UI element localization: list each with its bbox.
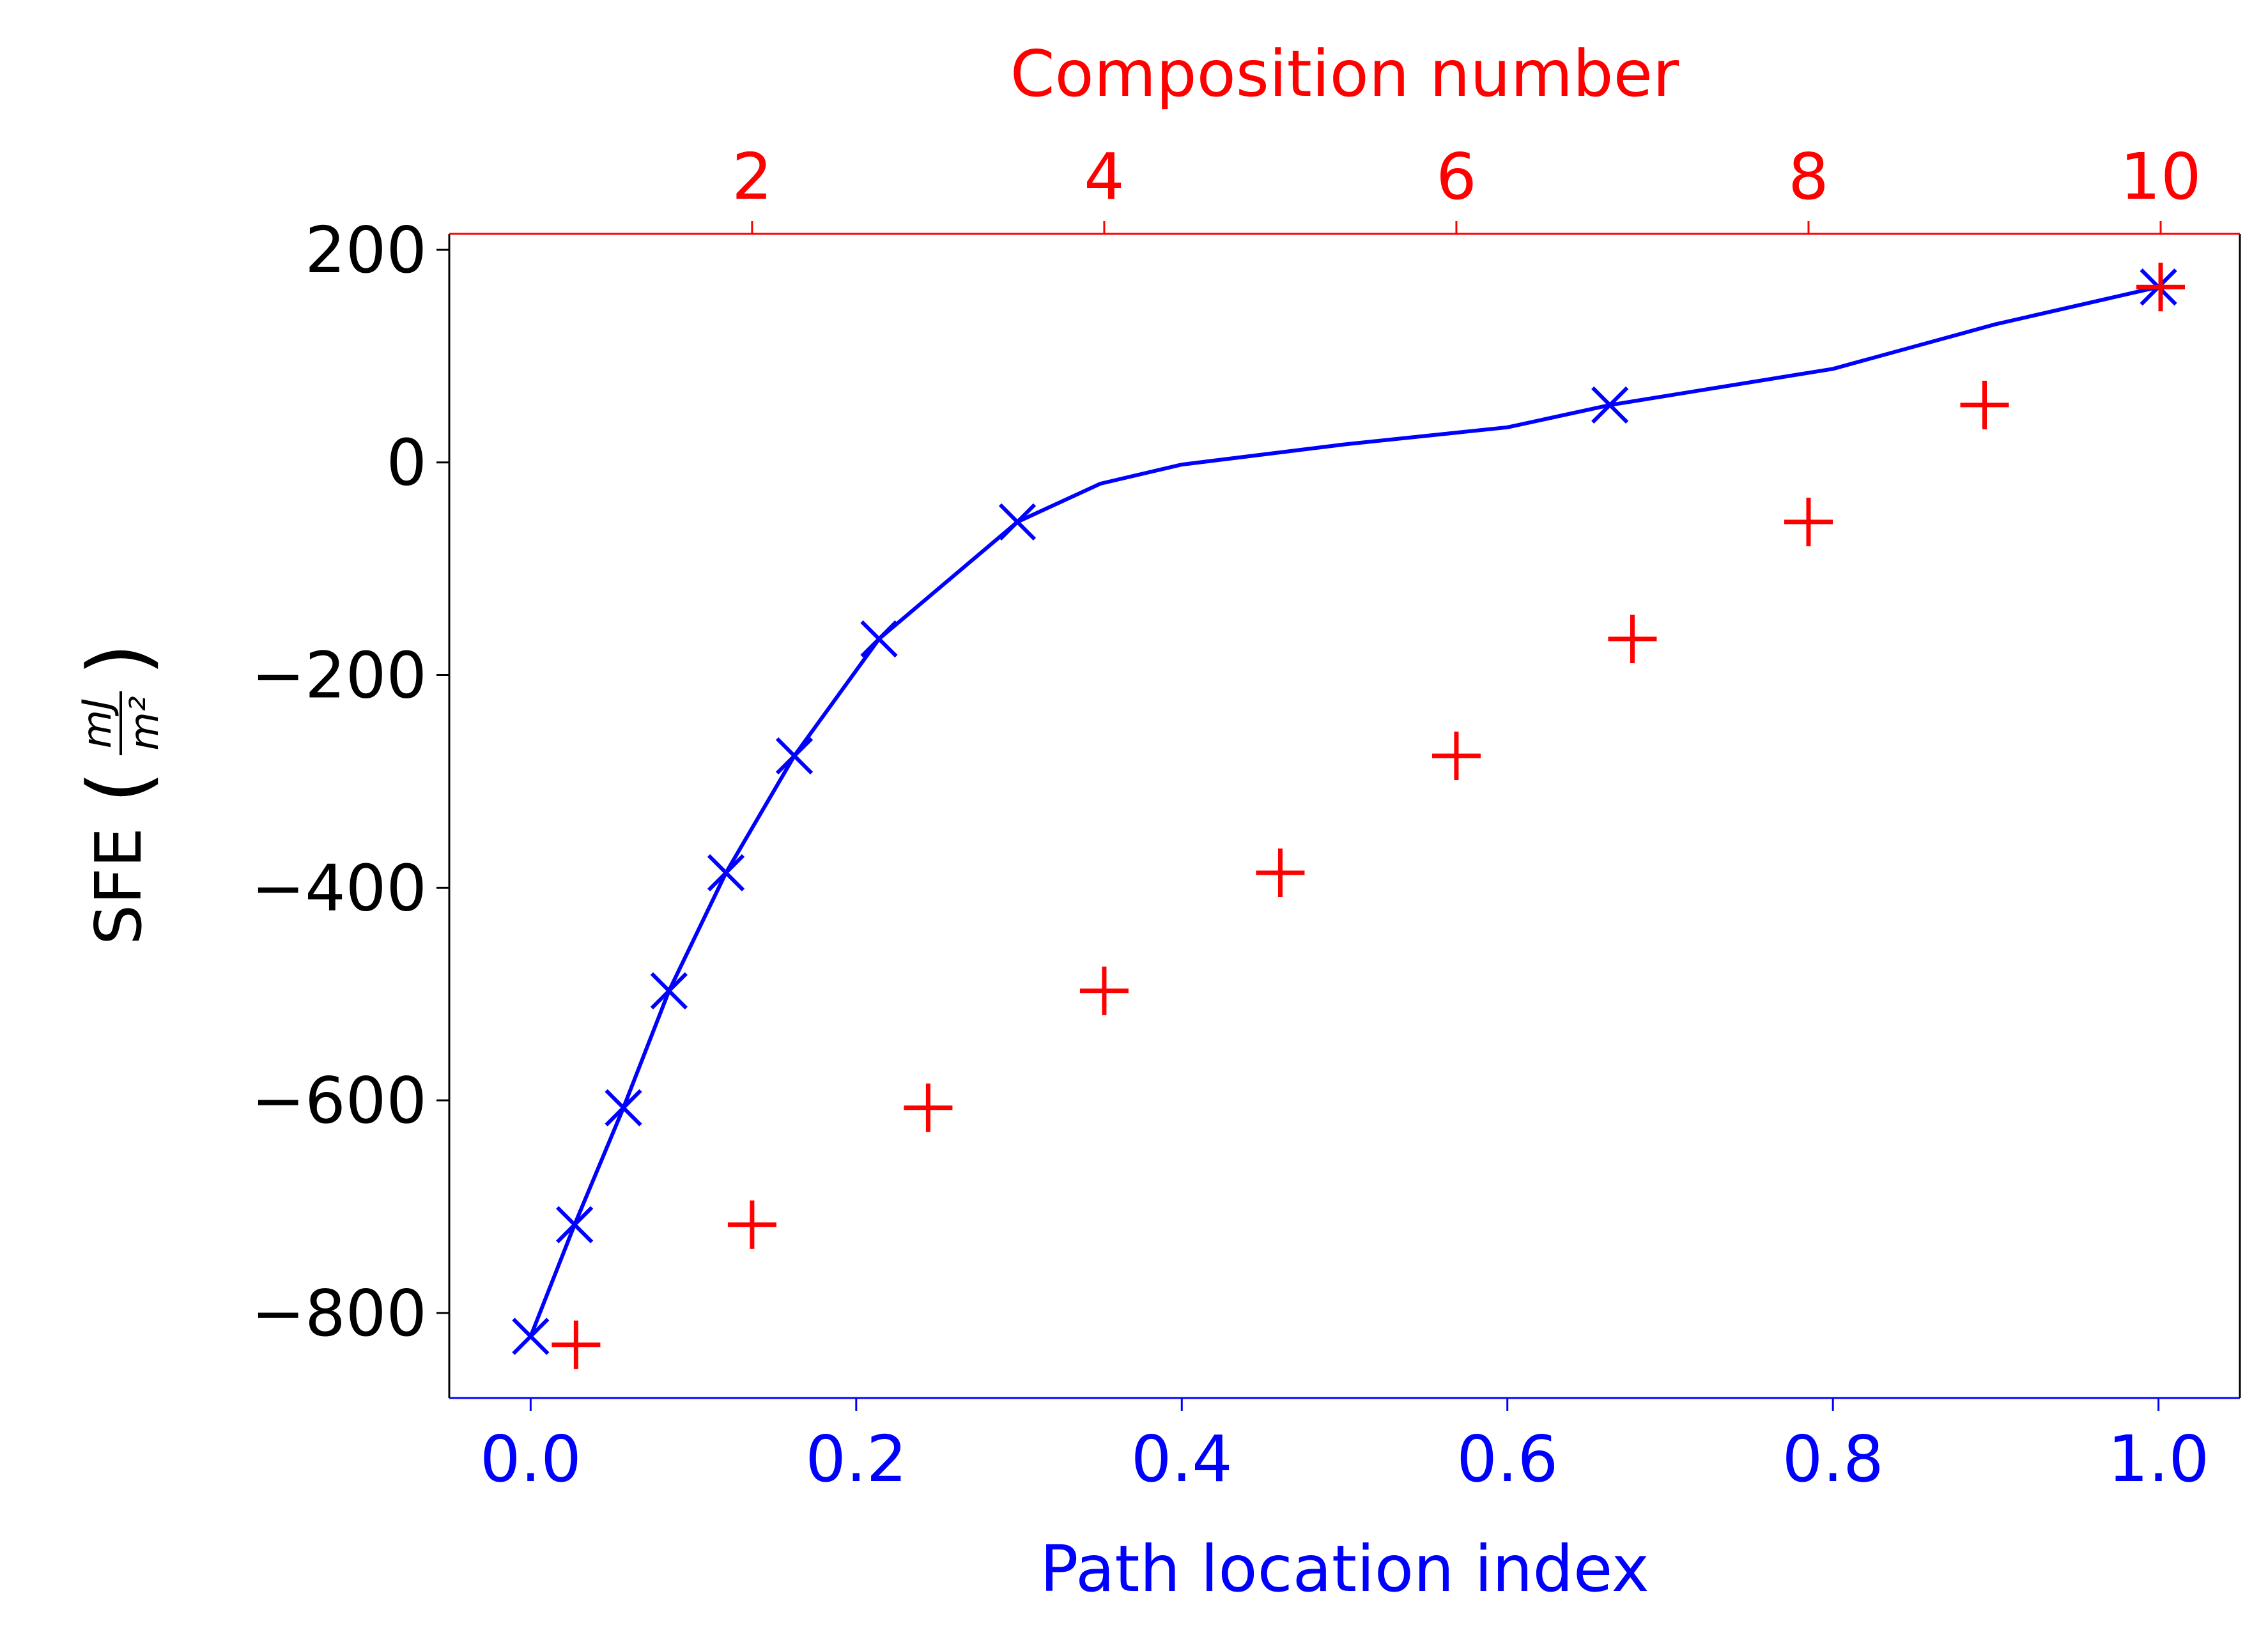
- y-axis-label-paren-close: ): [70, 643, 167, 676]
- y-tick-label: 0: [386, 426, 427, 500]
- plus-marker-point: [2136, 263, 2186, 312]
- y-axis-label-paren-open: (: [70, 771, 167, 804]
- y-tick-label: −400: [251, 850, 427, 925]
- x-marker-point: [1591, 386, 1629, 424]
- x-axis-label: Path location index: [1040, 1532, 1649, 1606]
- top-axis-ticks: 2 4 6 8 10: [732, 139, 2202, 234]
- x-marker-point: [998, 503, 1037, 541]
- y-tick-label: −600: [251, 1063, 427, 1138]
- top-tick-label: 6: [1436, 139, 1477, 214]
- x-marker-point: [556, 1206, 594, 1243]
- x-marker-point: [605, 1089, 642, 1126]
- x-marker-point: [775, 737, 814, 775]
- y-axis-label-unit-numerator: mJ: [73, 698, 120, 749]
- plus-marker-point: [727, 1200, 776, 1249]
- x-tick-label: 0.2: [805, 1422, 907, 1496]
- top-axis-label: Composition number: [1010, 36, 1679, 111]
- x-marker-point: [707, 854, 745, 892]
- x-tick-label: 0.8: [1782, 1422, 1884, 1496]
- top-tick-label: 10: [2120, 139, 2201, 214]
- plus-marker-point: [1960, 380, 2009, 429]
- series-layer: [512, 263, 2186, 1369]
- x-marker-point: [650, 972, 688, 1010]
- top-tick-label: 8: [1788, 139, 1829, 214]
- left-axis-ticks: 200 0 −200 −400 −600 −800: [251, 213, 449, 1351]
- x-marker-point: [512, 1318, 550, 1355]
- plus-marker-point: [552, 1320, 601, 1369]
- plus-marker-point: [1079, 966, 1129, 1015]
- top-tick-label: 4: [1084, 139, 1125, 214]
- y-axis-label-unit-denominator: m²: [121, 696, 167, 750]
- plus-marker-point: [1784, 497, 1833, 546]
- x-tick-label: 1.0: [2108, 1422, 2209, 1496]
- sfe-curve-line: [528, 285, 2159, 1337]
- x-tick-label: 0.4: [1131, 1422, 1233, 1496]
- y-tick-label: −800: [251, 1276, 427, 1351]
- plus-marker-point: [1256, 849, 1305, 898]
- x-marker-point: [860, 620, 898, 658]
- y-axis-label: SFE ( mJ m² ): [70, 643, 167, 945]
- plot-frame: [448, 233, 2241, 1399]
- x-tick-label: 0.0: [480, 1422, 582, 1496]
- plus-marker-point: [1431, 731, 1481, 780]
- top-tick-label: 2: [732, 139, 773, 214]
- plus-marker-point: [904, 1083, 953, 1132]
- y-axis-label-main: SFE: [81, 827, 156, 945]
- bottom-axis-ticks: 0.0 0.2 0.4 0.6 0.8 1.0: [480, 1398, 2209, 1496]
- y-tick-label: −200: [251, 638, 427, 713]
- x-tick-label: 0.6: [1456, 1422, 1558, 1496]
- plus-marker-point: [1608, 614, 1657, 663]
- y-tick-label: 200: [305, 213, 427, 288]
